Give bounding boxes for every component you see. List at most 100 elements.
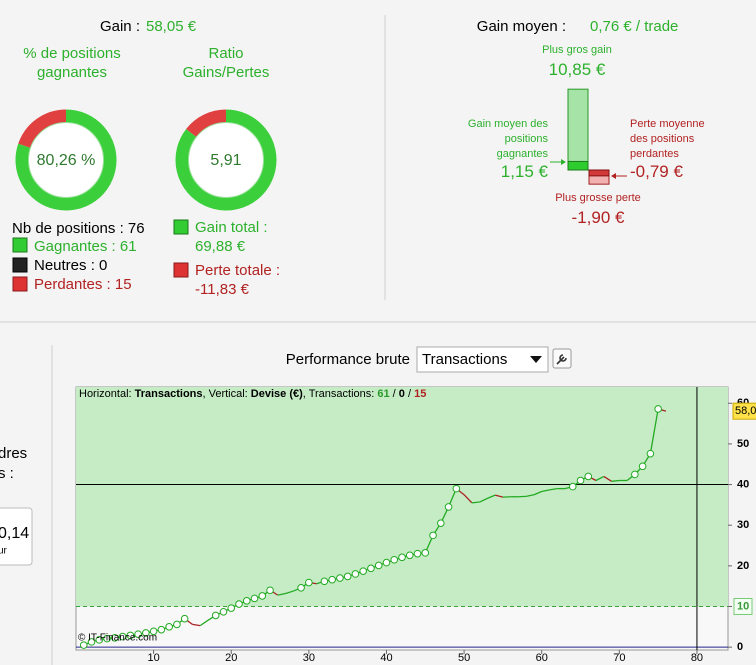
legend-swatch: [12, 257, 28, 273]
y-tick-label: 50: [737, 438, 749, 450]
positions-label: Nb de positions : 76: [12, 220, 145, 237]
y-tick-label: 40: [737, 478, 749, 490]
x-tick-label: 60: [536, 652, 548, 664]
info-part: Transactions: [135, 388, 203, 400]
left-text: s :: [0, 465, 14, 482]
legend-losers: Perdantes : 15: [34, 276, 132, 293]
point: [142, 629, 150, 637]
point: [390, 555, 399, 564]
ratio-title: Ratio Gains/Pertes: [182, 45, 270, 81]
y-tick-label: 30: [737, 519, 749, 531]
line-segment: [611, 479, 620, 482]
donut-gain: [15, 109, 117, 211]
point: [638, 462, 647, 471]
last-value-label: 58,05: [735, 405, 756, 417]
line-segment: [541, 489, 550, 493]
info-part: Horizontal:: [79, 388, 135, 400]
point: [95, 636, 104, 644]
info-part: , Vertical:: [203, 388, 251, 400]
line-segment: [494, 494, 504, 498]
loss-total-label: Perte totale :: [195, 262, 281, 279]
win-title: % de positions gagnantes: [23, 45, 121, 81]
point: [227, 604, 236, 612]
line-segment: [533, 490, 542, 496]
avg-loss-title: Perte moyenne des positions perdantes: [630, 118, 705, 160]
gain-total: 69,88 €: [195, 238, 246, 255]
point: [429, 531, 437, 540]
line-segment: [277, 592, 286, 596]
x-tick-label: 40: [380, 652, 392, 664]
select-value[interactable]: Transactions: [422, 351, 507, 368]
point: [421, 549, 430, 557]
point: [328, 575, 336, 584]
max-gain-title: Plus gros gain: [542, 44, 612, 56]
donut-label: 5,91: [210, 152, 241, 169]
point: [242, 597, 251, 605]
point: [444, 503, 453, 511]
select[interactable]: [416, 346, 549, 373]
info-part: /: [405, 388, 414, 400]
line-segment: [649, 408, 659, 454]
avg-bar: [567, 88, 589, 171]
point: [297, 584, 305, 592]
line-segment: [487, 494, 496, 499]
legend-winners: Gagnantes : 61: [34, 238, 137, 255]
point: [374, 561, 383, 570]
point: [250, 594, 259, 603]
line-segment: [549, 487, 558, 491]
point: [157, 625, 166, 634]
avg-loss: -0,79 €: [630, 162, 683, 181]
max-loss: -1,90 €: [571, 208, 625, 227]
chart-info: Horizontal: Transactions, Vertical: Devi…: [79, 388, 426, 400]
avg-win-title: Gain moyen des positions gagnantes: [467, 118, 548, 160]
point: [382, 558, 391, 567]
legend-swatch: [12, 237, 28, 253]
chart-title: Performance brute: [286, 351, 410, 368]
point: [351, 570, 360, 578]
max-loss-title: Plus grosse perte: [555, 192, 641, 204]
x-tick-label: 70: [613, 652, 625, 664]
y-tick-label: 0: [737, 641, 743, 653]
donut-loss: [186, 109, 227, 138]
info-part: 0: [399, 388, 405, 400]
credit: © IT-Finance.com: [78, 633, 157, 644]
line-segment: [595, 475, 605, 482]
point: [576, 476, 585, 485]
x-tick-label: 50: [458, 652, 470, 664]
point: [266, 586, 274, 595]
point: [367, 564, 375, 573]
point: [336, 574, 344, 582]
x-tick-label: 10: [147, 652, 159, 664]
legend-swatch: [12, 276, 28, 292]
donut-gain: [175, 109, 277, 211]
point: [654, 405, 662, 413]
avg-bar: [588, 169, 610, 177]
avg-win: 1,15 €: [500, 162, 548, 181]
point: [437, 519, 445, 527]
point: [79, 641, 88, 649]
donut-loss: [18, 109, 67, 149]
point: [118, 632, 127, 641]
point: [173, 620, 181, 629]
wrench-icon[interactable]: [556, 354, 567, 365]
x-tick-label: 80: [691, 652, 703, 664]
select-arrow[interactable]: [530, 356, 542, 363]
point: [111, 634, 119, 642]
line-segment: [192, 623, 201, 627]
point: [305, 578, 313, 587]
gain-label: Gain :: [100, 18, 140, 35]
info-part: Devise (€): [251, 388, 303, 400]
zone-above-threshold: [76, 387, 728, 607]
gain-total-label: Gain total :: [195, 219, 268, 236]
donut-inner: [188, 122, 264, 198]
line-segment: [199, 619, 209, 627]
point: [398, 553, 406, 562]
info-part: 15: [414, 388, 426, 400]
left-unit: ur: [0, 546, 8, 557]
point: [646, 449, 655, 458]
legend-swatch: [173, 262, 189, 278]
line-segment: [526, 494, 535, 497]
point: [87, 638, 96, 646]
legend-neutral: Neutres : 0: [34, 257, 108, 274]
